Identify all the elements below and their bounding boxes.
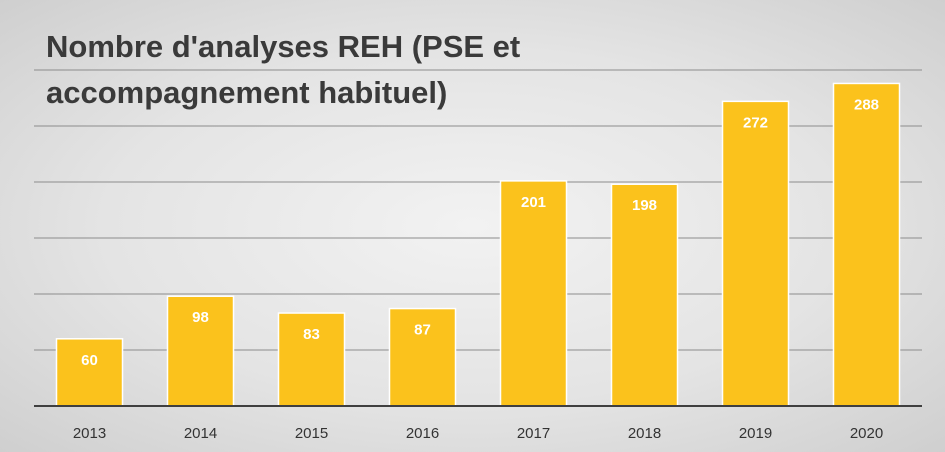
data-label-2020: 288 [854, 96, 879, 113]
data-label-2018: 198 [632, 197, 657, 214]
bar-2013 [55, 338, 124, 407]
bar-2020 [832, 82, 901, 407]
x-tick-label-2014: 2014 [184, 425, 217, 442]
chart-title-line-1: Nombre d'analyses REH (PSE et [46, 29, 521, 64]
data-label-2013: 60 [81, 352, 98, 369]
bar-2018 [610, 183, 679, 407]
bar-2019 [721, 100, 790, 407]
x-tick-label-2017: 2017 [517, 425, 550, 442]
x-tick-label-2018: 2018 [628, 425, 661, 442]
x-tick-label-2013: 2013 [73, 425, 106, 442]
bar-2017 [499, 180, 568, 407]
data-label-2017: 201 [521, 194, 546, 211]
data-label-2014: 98 [192, 309, 209, 326]
x-tick-label-2020: 2020 [850, 425, 883, 442]
bar-2016 [388, 307, 457, 407]
x-tick-label-2015: 2015 [295, 425, 328, 442]
x-tick-label-2016: 2016 [406, 425, 439, 442]
bar-2015 [277, 312, 346, 407]
chart-title: Nombre d'analyses REH (PSE et accompagne… [46, 24, 606, 116]
data-label-2016: 87 [414, 322, 431, 339]
data-label-2019: 272 [743, 114, 768, 131]
data-label-2015: 83 [303, 326, 320, 343]
chart-title-line-2: accompagnement habituel) [46, 75, 448, 110]
x-tick-label-2019: 2019 [739, 425, 772, 442]
bar-2014 [166, 295, 235, 407]
